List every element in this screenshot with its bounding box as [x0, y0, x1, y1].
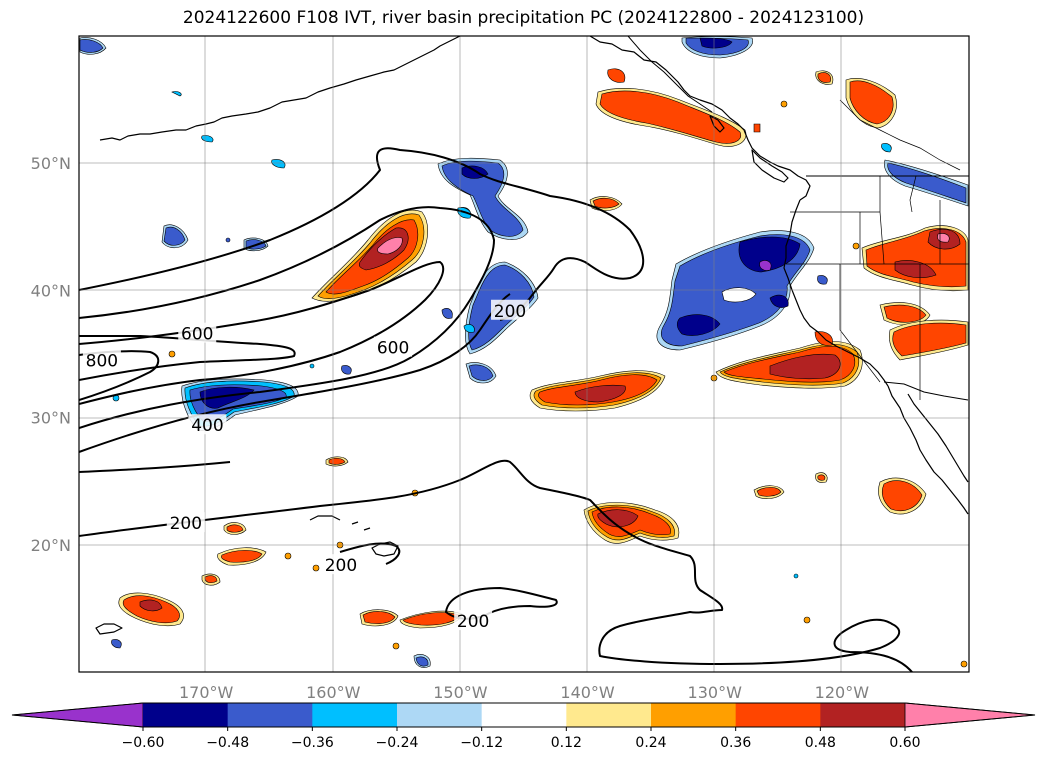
lon-tick-label: 170°W: [179, 683, 234, 702]
islands-se: [95, 623, 123, 635]
alaska-canada-border: [627, 36, 713, 113]
ivt-contour-200-south: [79, 459, 913, 672]
contour-label-background: [188, 414, 227, 435]
lat-tick-label: 50°N: [31, 154, 71, 173]
colorbar-extend-high: [904, 702, 1036, 728]
blob-positive-bc-coast: [595, 68, 747, 147]
west-coast-us: [783, 199, 889, 387]
colorbar-segment: [481, 703, 567, 727]
ivt-contour-labels: 800 600 600 400 200 200 200 200: [82, 299, 530, 632]
contour-label: 200: [457, 612, 489, 632]
colorbar-tick-label: 0.36: [720, 735, 751, 751]
lon-tick-label: 130°W: [688, 683, 743, 702]
colorbar-tick-label: −0.36: [291, 735, 334, 751]
contour-label-background: [321, 554, 360, 575]
colorbar-tick-label: −0.24: [376, 735, 419, 751]
blob-positive-small: [118, 70, 968, 668]
colorbar-tick-label: 0.48: [805, 735, 836, 751]
positive-pc-blobs: [118, 68, 969, 668]
ivt-contour-200-outer: [79, 147, 645, 321]
contour-label: 400: [191, 416, 223, 436]
contour-label-background: [178, 322, 217, 343]
colorbar-segment: [820, 703, 906, 727]
ivt-contour-200-upper: [79, 206, 495, 429]
colorbar: −0.60 −0.48 −0.36 −0.24 −0.12 0.12 0.24 0.36 0.4…: [11, 702, 1036, 751]
ivt-contours: [79, 147, 913, 672]
contour-label: 200: [494, 302, 526, 322]
colorbar-segment: [312, 703, 398, 727]
baja-coast: [887, 385, 969, 515]
contour-label-background: [454, 610, 493, 631]
lat-tick-label: 30°N: [31, 409, 71, 428]
lon-tick-label: 140°W: [560, 683, 615, 702]
ivt-contour-200-pacific-south: [79, 461, 231, 473]
ivt-contour-400: [79, 293, 511, 453]
contour-label-background: [166, 512, 205, 533]
map-title: 2024122600 F108 IVT, river basin precipi…: [182, 8, 865, 28]
contour-label: 600: [377, 339, 409, 359]
blob-positive-22n: [583, 502, 680, 544]
colorbar-segment: [651, 703, 737, 727]
alaska-aleutian-coast: [99, 36, 461, 141]
colorbar-segment: [227, 703, 313, 727]
map-frame: [78, 35, 970, 673]
colorbar-segment: [735, 703, 821, 727]
vancouver-island: [751, 149, 789, 183]
colorbar-segment: [397, 703, 483, 727]
coastlines: [95, 36, 969, 635]
colorbar-segment: [143, 703, 229, 727]
colorbar-tick-label: −0.12: [460, 735, 503, 751]
contour-label-background: [374, 336, 413, 357]
bc-coast: [743, 129, 811, 201]
us-mexico-border: [883, 381, 969, 401]
map-area: 800 600 600 400 200 200 200 200: [79, 36, 969, 672]
colorbar-tick-label: 0.12: [551, 735, 582, 751]
haida-gwaii: [709, 115, 725, 133]
political-borders: [627, 36, 969, 401]
lon-tick-label: 120°W: [815, 683, 870, 702]
state-borders: [786, 99, 969, 400]
lat-tick-label: 20°N: [31, 536, 71, 555]
colorbar-extend-low: [11, 702, 144, 728]
blob-positive-32n: [529, 370, 666, 412]
contour-label: 800: [86, 351, 118, 371]
contour-label-background: [491, 299, 530, 320]
longitude-tick-labels: 170°W 160°W 150°W 140°W 130°W 120°W: [179, 683, 869, 702]
gulf-california-coast: [907, 393, 969, 483]
blob-positive-inland: [845, 78, 969, 361]
ivt-contour-600-inner: [79, 261, 445, 405]
hawaii-islands: [309, 515, 399, 557]
colorbar-segment: [566, 703, 652, 727]
alaska-panhandle-coast: [589, 36, 745, 131]
blob-positive-socal: [715, 331, 863, 389]
colorbar-tick-label: −0.48: [206, 735, 249, 751]
colorbar-tick-label: 0.24: [635, 735, 666, 751]
blob-negative-small: [79, 36, 969, 668]
ivt-contour-200-hawaii: [339, 542, 401, 565]
colorbar-tick-label: 0.60: [889, 735, 920, 751]
contour-label: 200: [170, 514, 202, 534]
lon-tick-label: 150°W: [433, 683, 488, 702]
lon-tick-label: 160°W: [306, 683, 361, 702]
blob-positive-north-central: [311, 209, 428, 302]
lat-tick-label: 40°N: [31, 281, 71, 300]
contour-label: 200: [325, 556, 357, 576]
contour-label: 600: [181, 325, 213, 345]
colorbar-tick-label: −0.60: [122, 735, 165, 751]
latitude-tick-labels: 20°N 30°N 40°N 50°N: [31, 154, 71, 555]
contour-label-background: [82, 349, 121, 370]
blob-negative-48n: [437, 157, 529, 240]
